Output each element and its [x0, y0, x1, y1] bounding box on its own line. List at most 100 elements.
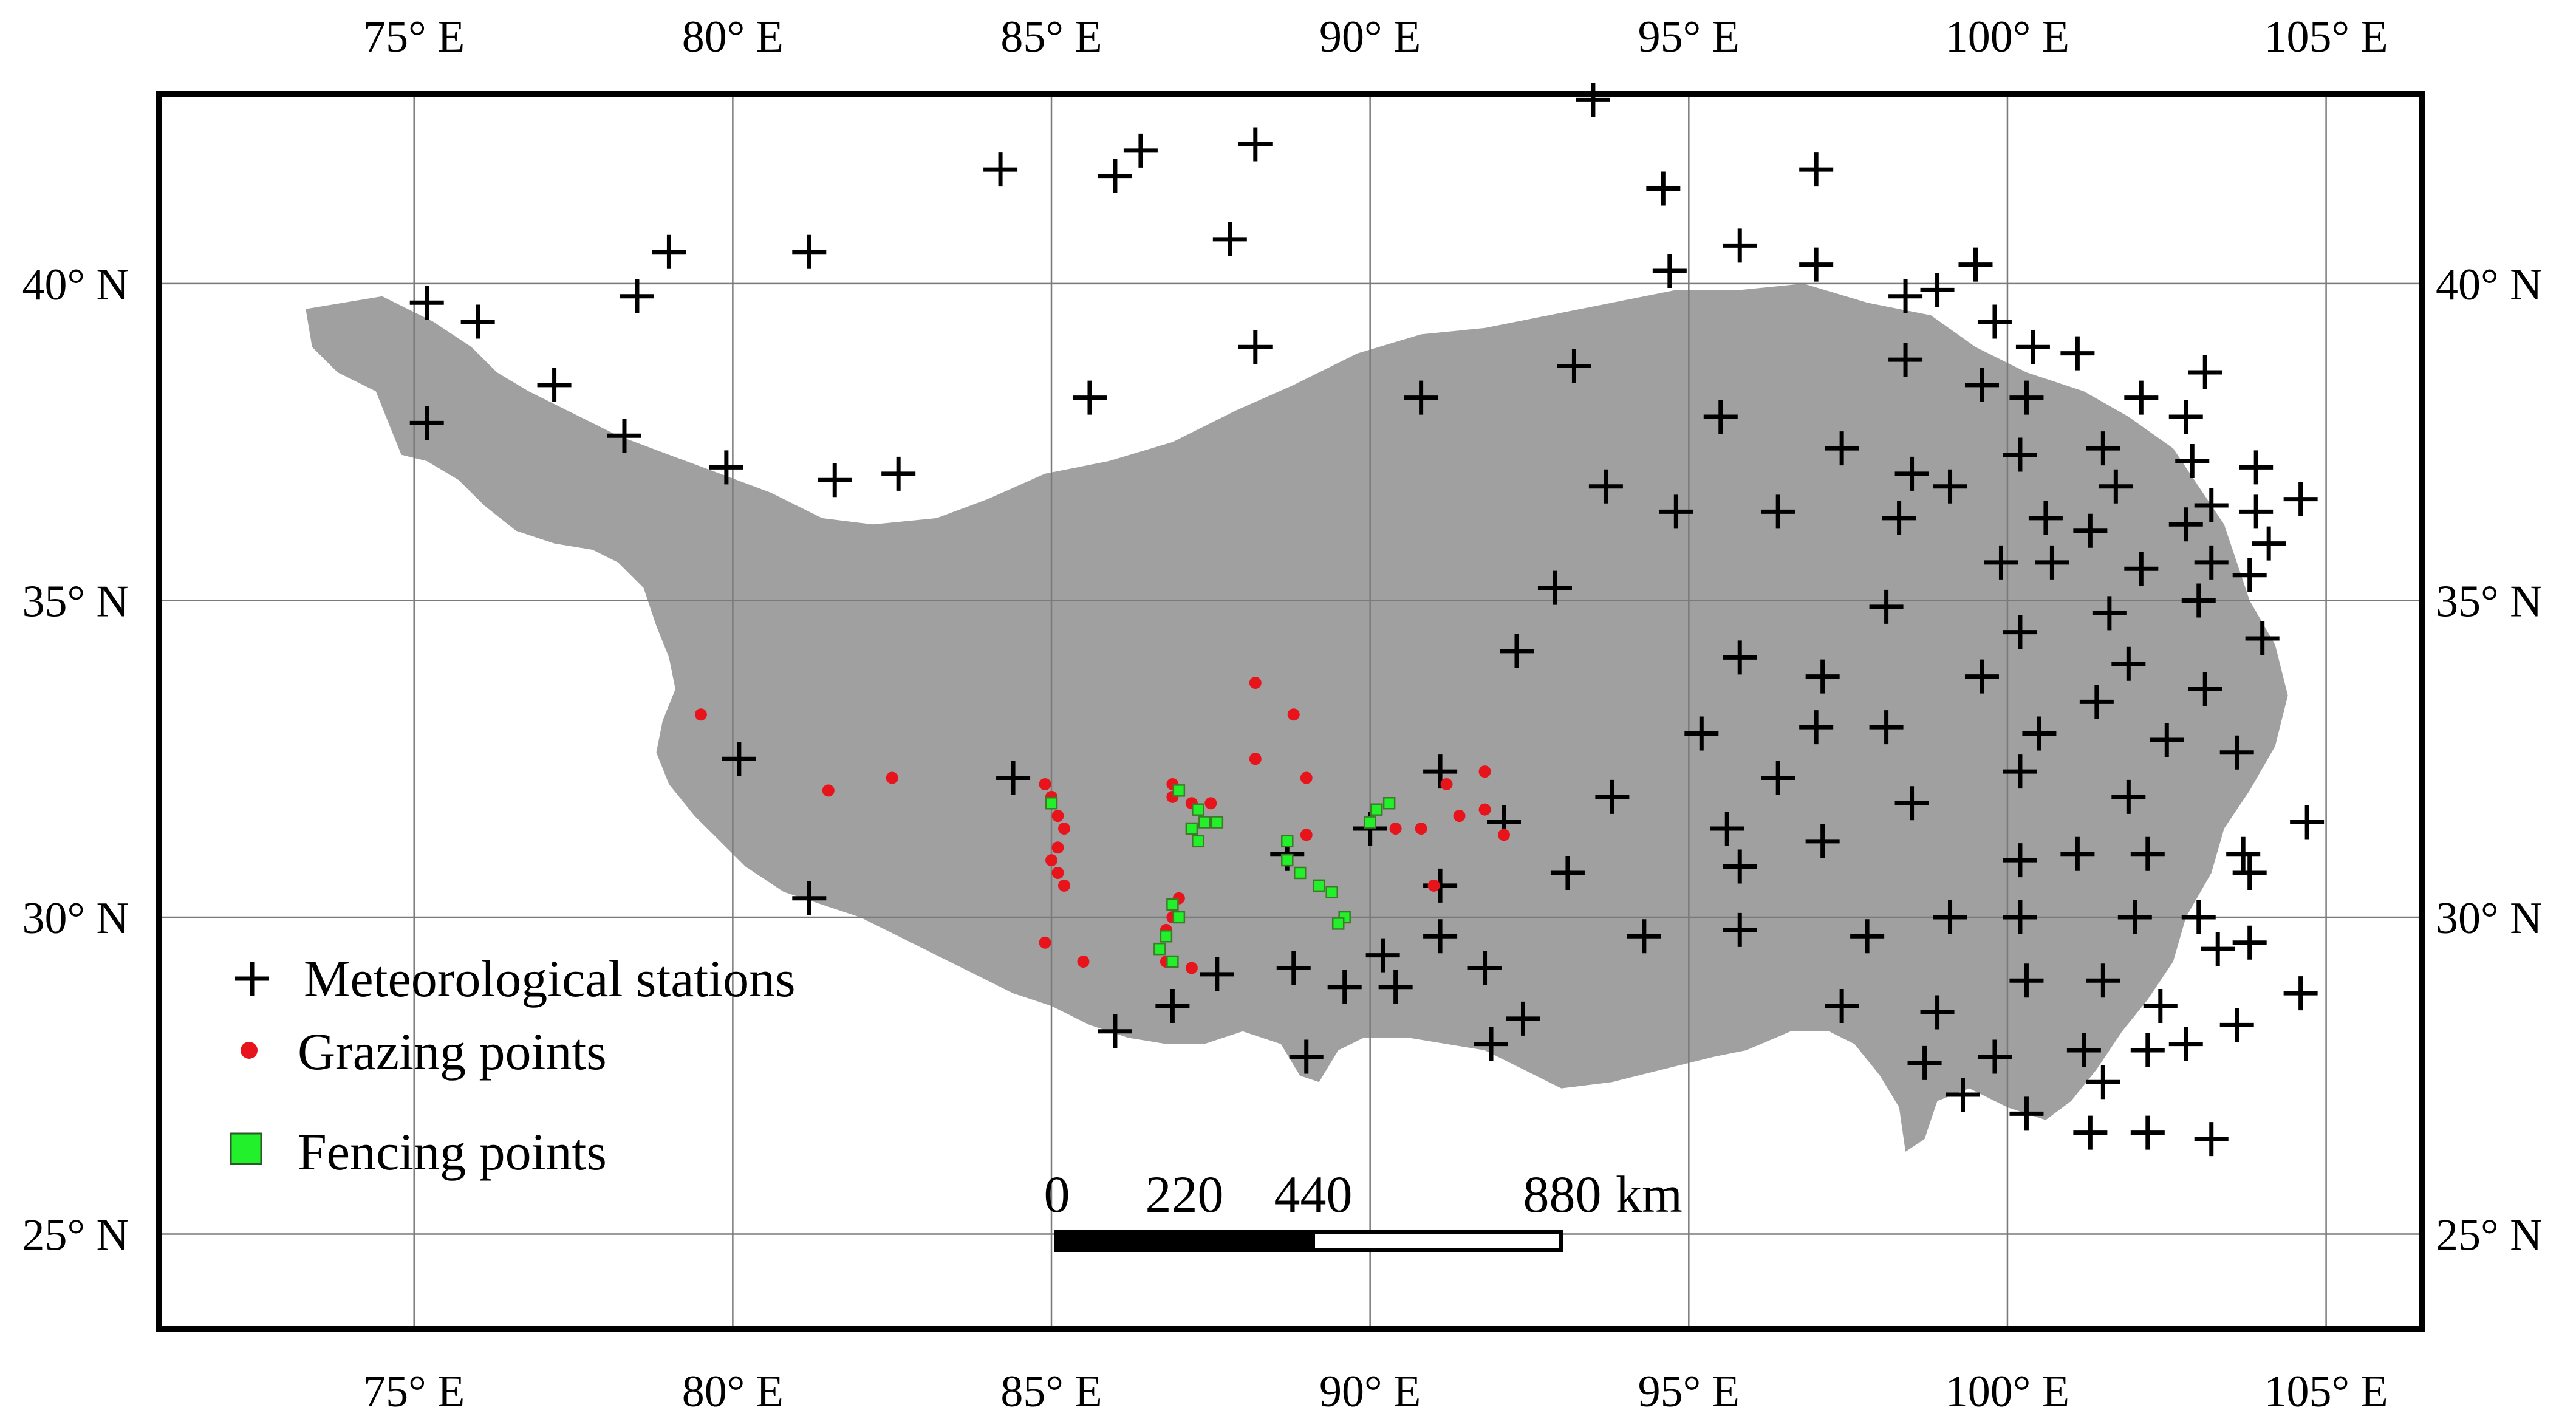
fencing-point-marker [1198, 816, 1211, 829]
meteorological-station-marker [1805, 659, 1840, 694]
longitude-labels-bottom: 75° E 80° E 85° E 90° E 95° E 100° E 105° E [363, 1367, 2388, 1416]
meteorological-station-marker [1423, 754, 1458, 789]
fencing-point-marker [1192, 835, 1204, 848]
meteorological-station-marker [2092, 596, 2127, 631]
legend-fencing-symbol [230, 1132, 262, 1165]
grazing-point-marker [1249, 753, 1262, 765]
fencing-point-marker [1325, 886, 1338, 898]
meteorological-station-marker [2124, 380, 2159, 415]
meteorological-station-marker [2245, 621, 2280, 656]
fencing-point-marker [1382, 796, 1396, 810]
meteorological-station-marker [1474, 1027, 1509, 1061]
meteorological-station-marker [1984, 545, 2018, 580]
meteorological-station-marker [1506, 1001, 1540, 1036]
grazing-point-marker [1039, 936, 1051, 949]
meteorological-station-marker [1200, 957, 1234, 991]
meteorological-station-marker [2252, 526, 2286, 561]
grazing-point-marker [1498, 829, 1511, 841]
meteorological-station-marker [1761, 761, 1795, 795]
fencing-point-marker [1281, 853, 1294, 867]
meteorological-station-marker [2219, 735, 2254, 770]
meteorological-station-marker [2086, 431, 2120, 466]
meteorological-station-marker [1423, 919, 1458, 954]
latitude-tick-label: 30° N [22, 894, 129, 943]
meteorological-station-marker [2009, 380, 2044, 415]
fencing-point-marker [1153, 942, 1166, 956]
legend-station-symbol [235, 962, 269, 996]
meteorological-station-marker [1072, 380, 1107, 415]
meteorological-station-marker [1212, 222, 1247, 256]
scale-label-220: 220 [1146, 1165, 1224, 1223]
meteorological-station-marker [2130, 836, 2165, 871]
longitude-tick-label: 100° E [1946, 12, 2069, 62]
scale-bar-filled-segment [1056, 1232, 1313, 1250]
legend-grazing-label: Grazing points [298, 1022, 607, 1081]
meteorological-station-marker [2086, 1065, 2120, 1100]
latitude-tick-label: 35° N [2436, 576, 2543, 626]
meteorological-station-marker [1500, 634, 1534, 668]
meteorological-station-marker [2143, 989, 2178, 1024]
meteorological-station-marker [2060, 836, 2095, 871]
meteorological-station-marker [2232, 925, 2267, 960]
map-frame [156, 91, 2425, 1332]
meteorological-station-marker [2003, 754, 2037, 789]
meteorological-station-marker [2239, 450, 2274, 485]
meteorological-station-marker [2290, 805, 2325, 840]
meteorological-station-marker [2015, 330, 2050, 364]
meteorological-station-marker [2194, 488, 2229, 522]
grazing-point-marker [1300, 771, 1313, 784]
fencing-point-marker [1045, 796, 1058, 810]
latitude-tick-label: 25° N [22, 1211, 129, 1260]
meteorological-station-marker [1933, 469, 1967, 504]
meteorological-station-marker [983, 152, 1018, 187]
meteorological-station-marker [1907, 1045, 1942, 1080]
grazing-point-marker [1051, 866, 1064, 879]
longitude-tick-label: 85° E [1000, 1367, 1102, 1416]
meteorological-station-marker [1098, 159, 1132, 193]
meteorological-station-marker [1404, 380, 1438, 415]
fencing-point-marker [1185, 822, 1198, 835]
fencing-point-marker [1192, 803, 1204, 816]
meteorological-station-marker [2226, 836, 2261, 871]
meteorological-station-marker [537, 368, 572, 402]
fencing-point-marker [1166, 898, 1179, 911]
meteorological-station-marker [2150, 722, 2184, 757]
longitude-tick-label: 105° E [2264, 12, 2388, 62]
latitude-labels-right: 40° N 35° N 30° N 25° N [2436, 260, 2543, 1260]
meteorological-station-marker [1933, 900, 1967, 934]
meteorological-station-marker [1964, 368, 1999, 402]
meteorological-station-marker [2086, 963, 2120, 998]
meteorological-station-marker [792, 881, 827, 915]
meteorological-station-marker [1703, 399, 1738, 434]
meteorological-station-marker [2079, 685, 2114, 719]
longitude-tick-label: 95° E [1638, 1367, 1740, 1416]
meteorological-station-marker [1289, 1039, 1324, 1074]
meteorological-station-marker [2194, 1122, 2229, 1157]
meteorological-station-marker [1659, 494, 1693, 529]
meteorological-station-marker [1920, 273, 1955, 307]
meteorological-station-marker [1646, 171, 1681, 206]
latitude-tick-label: 40° N [22, 260, 129, 310]
meteorological-station-marker [792, 234, 827, 269]
meteorological-station-marker [2232, 558, 2267, 592]
longitude-tick-label: 75° E [363, 12, 465, 62]
meteorological-stations-layer [409, 83, 2325, 1157]
grazing-point-marker [1287, 708, 1300, 721]
fencing-point-marker [1172, 911, 1186, 924]
grazing-point-marker [1058, 879, 1070, 892]
fencing-point-marker [1370, 803, 1383, 816]
meteorological-station-marker [709, 450, 743, 485]
meteorological-station-marker [881, 456, 916, 491]
meteorological-station-marker [652, 234, 686, 269]
meteorological-station-marker [1537, 570, 1572, 605]
meteorological-station-marker [2188, 355, 2222, 389]
meteorological-station-marker [2003, 615, 2037, 649]
meteorological-station-marker [1365, 938, 1400, 973]
longitude-labels-top: 75° E 80° E 85° E 90° E 95° E 100° E 105° E [363, 12, 2388, 62]
meteorological-station-marker [2188, 672, 2222, 706]
meteorological-station-marker [1723, 640, 1757, 675]
grazing-point-marker [694, 708, 707, 721]
fencing-points-layer [1045, 784, 1396, 968]
meteorological-station-marker [2117, 900, 2152, 934]
